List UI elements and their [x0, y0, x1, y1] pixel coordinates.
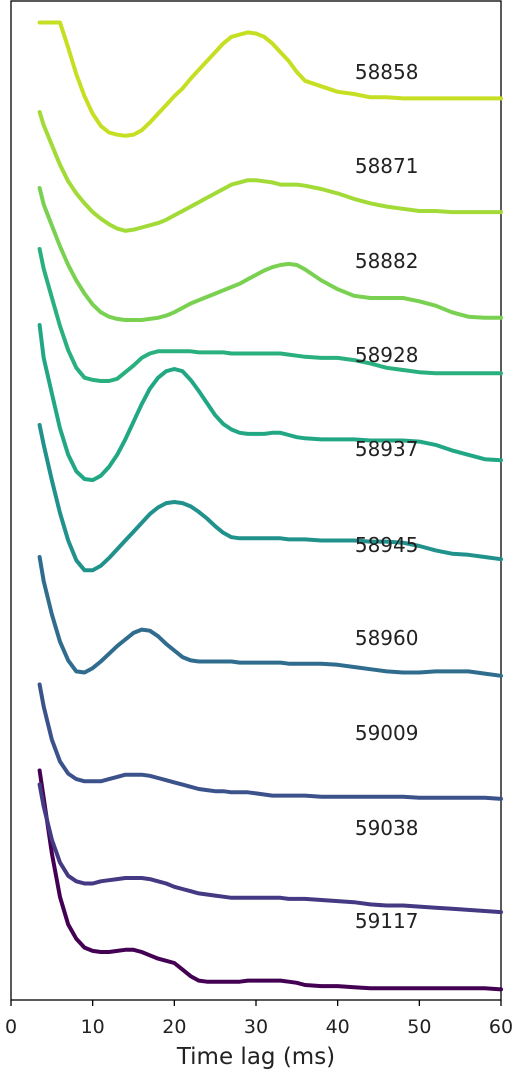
x-tick-label-60: 60	[489, 1016, 513, 1038]
series-label-58945: 58945	[355, 533, 419, 557]
series-line-58960	[37, 555, 503, 678]
series-label-58871: 58871	[355, 154, 419, 178]
series-line-59009	[37, 682, 503, 801]
plot-area-frame	[10, 0, 502, 1001]
series-layer	[37, 20, 503, 992]
x-tick-label-30: 30	[244, 1016, 268, 1038]
series-label-59009: 59009	[355, 721, 419, 745]
series-label-58882: 58882	[355, 249, 419, 273]
series-label-58937: 58937	[355, 437, 419, 461]
x-tick-label-0: 0	[5, 1016, 17, 1038]
series-label-59038: 59038	[355, 816, 419, 840]
series-line-58871	[37, 110, 503, 233]
x-tick-label-40: 40	[326, 1016, 350, 1038]
series-label-58858: 58858	[355, 60, 419, 84]
series-line-58858	[37, 20, 503, 138]
series-line-59038	[37, 782, 503, 915]
series-line-59117	[37, 768, 503, 992]
series-labels: 58858 58871 58882 58928 58937 58945 58960 59009…	[355, 60, 419, 933]
series-line-58937	[37, 323, 503, 483]
series-line-58928	[37, 247, 503, 383]
x-tick-label-10: 10	[81, 1016, 105, 1038]
x-axis-label: Time lag (ms)	[176, 1044, 335, 1070]
series-label-59117: 59117	[355, 909, 419, 933]
series-line-58882	[37, 186, 503, 322]
x-axis: 0 10 20 30 40 50 60	[5, 1000, 513, 1038]
x-tick-label-50: 50	[407, 1016, 431, 1038]
series-label-58960: 58960	[355, 626, 419, 650]
series-line-58945	[37, 423, 503, 573]
x-tick-label-20: 20	[162, 1016, 186, 1038]
series-label-58928: 58928	[355, 343, 419, 367]
